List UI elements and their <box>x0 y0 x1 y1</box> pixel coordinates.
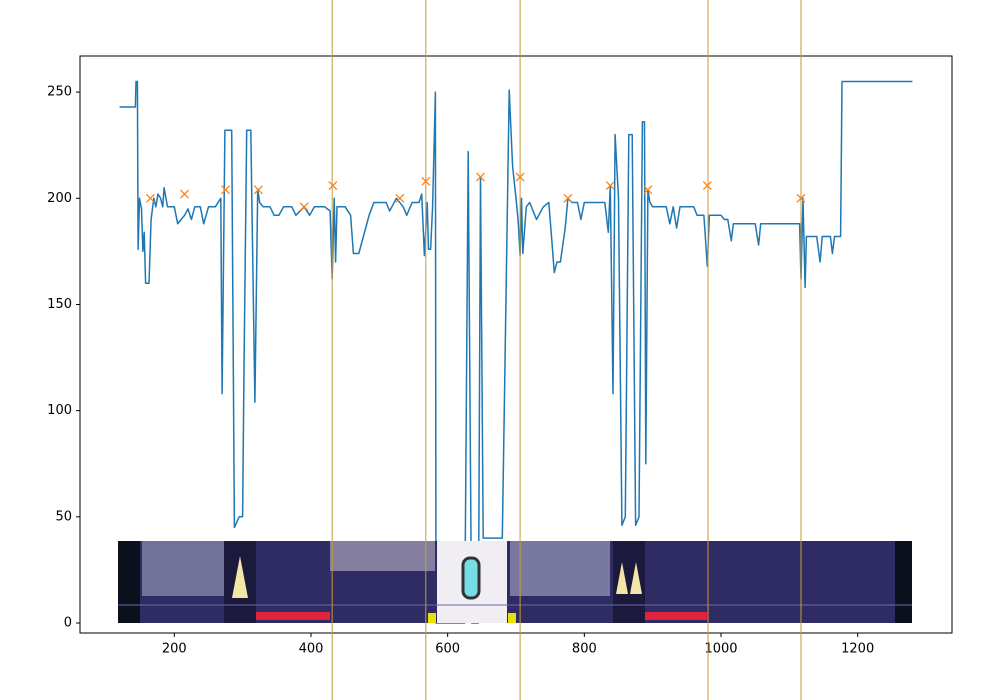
peak-marker <box>328 181 338 191</box>
x-tick-label: 1200 <box>841 642 874 657</box>
peak-marker <box>145 193 155 203</box>
y-tick-label: 250 <box>47 85 72 100</box>
y-tick-label: 150 <box>47 297 72 312</box>
peak-marker <box>702 181 712 191</box>
peak-marker <box>643 185 653 195</box>
y-tick-label: 0 <box>64 616 72 631</box>
x-tick-label: 600 <box>435 642 460 657</box>
video-frame-strip <box>118 541 912 623</box>
peak-marker <box>299 202 309 212</box>
peak-marker <box>476 172 485 182</box>
y-tick-label: 50 <box>55 509 72 524</box>
peak-marker <box>221 185 231 195</box>
x-tick-label: 1000 <box>704 642 737 657</box>
peak-marker <box>605 181 615 191</box>
x-tick-label: 800 <box>572 642 597 657</box>
peak-marker <box>253 185 263 195</box>
peak-marker <box>180 189 190 199</box>
peak-marker <box>563 193 573 203</box>
peak-marker <box>395 193 405 203</box>
y-tick-label: 100 <box>47 403 72 418</box>
x-tick-label: 400 <box>299 642 324 657</box>
y-tick-label: 200 <box>47 191 72 206</box>
data-line <box>119 80 913 624</box>
axes-frame <box>79 55 953 634</box>
x-tick-label: 200 <box>162 642 187 657</box>
